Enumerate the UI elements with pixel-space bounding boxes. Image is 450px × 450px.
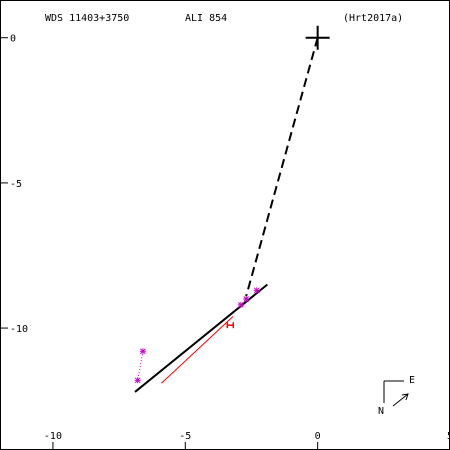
star-stroke (238, 301, 244, 308)
x-tick-label: 0 (315, 431, 321, 442)
star-stroke (140, 348, 146, 355)
star-stroke (243, 296, 250, 302)
header-discoverer: ALI 854 (185, 13, 227, 24)
y-tick-label: 0 (10, 34, 16, 45)
observation-star-marker (237, 301, 244, 308)
observation-points (134, 25, 330, 384)
compass-arrowhead-icon (401, 393, 409, 401)
header-reference: (Hrt2017a) (343, 13, 403, 24)
compass-east-label: E (409, 375, 415, 386)
y-tick-label: -10 (10, 324, 28, 335)
observation-star-marker (253, 287, 260, 294)
observation-star-marker (243, 296, 250, 303)
observation-connector (137, 351, 144, 381)
observation-star-marker (139, 348, 146, 355)
orbit-fit-line (134, 283, 268, 393)
axes: -10 -5 0 5 0 -5 -10 (1, 34, 450, 449)
compass: E N (378, 375, 415, 417)
y-tick-label: -5 (10, 179, 22, 190)
x-tick-label: 5 (447, 431, 450, 442)
node-line (245, 37, 319, 297)
residual-line (161, 316, 234, 384)
x-tick-label: -5 (179, 431, 191, 442)
orbit-lines (134, 37, 319, 393)
observation-star-marker (134, 377, 141, 384)
observation-h-marker (226, 322, 235, 329)
x-tick-label: -10 (44, 431, 62, 442)
header-system-id: WDS 11403+3750 (45, 13, 129, 24)
star-stroke (253, 287, 260, 294)
compass-north-label: N (378, 406, 384, 417)
star-stroke (134, 377, 141, 384)
compass-motion-arrow (392, 393, 409, 407)
